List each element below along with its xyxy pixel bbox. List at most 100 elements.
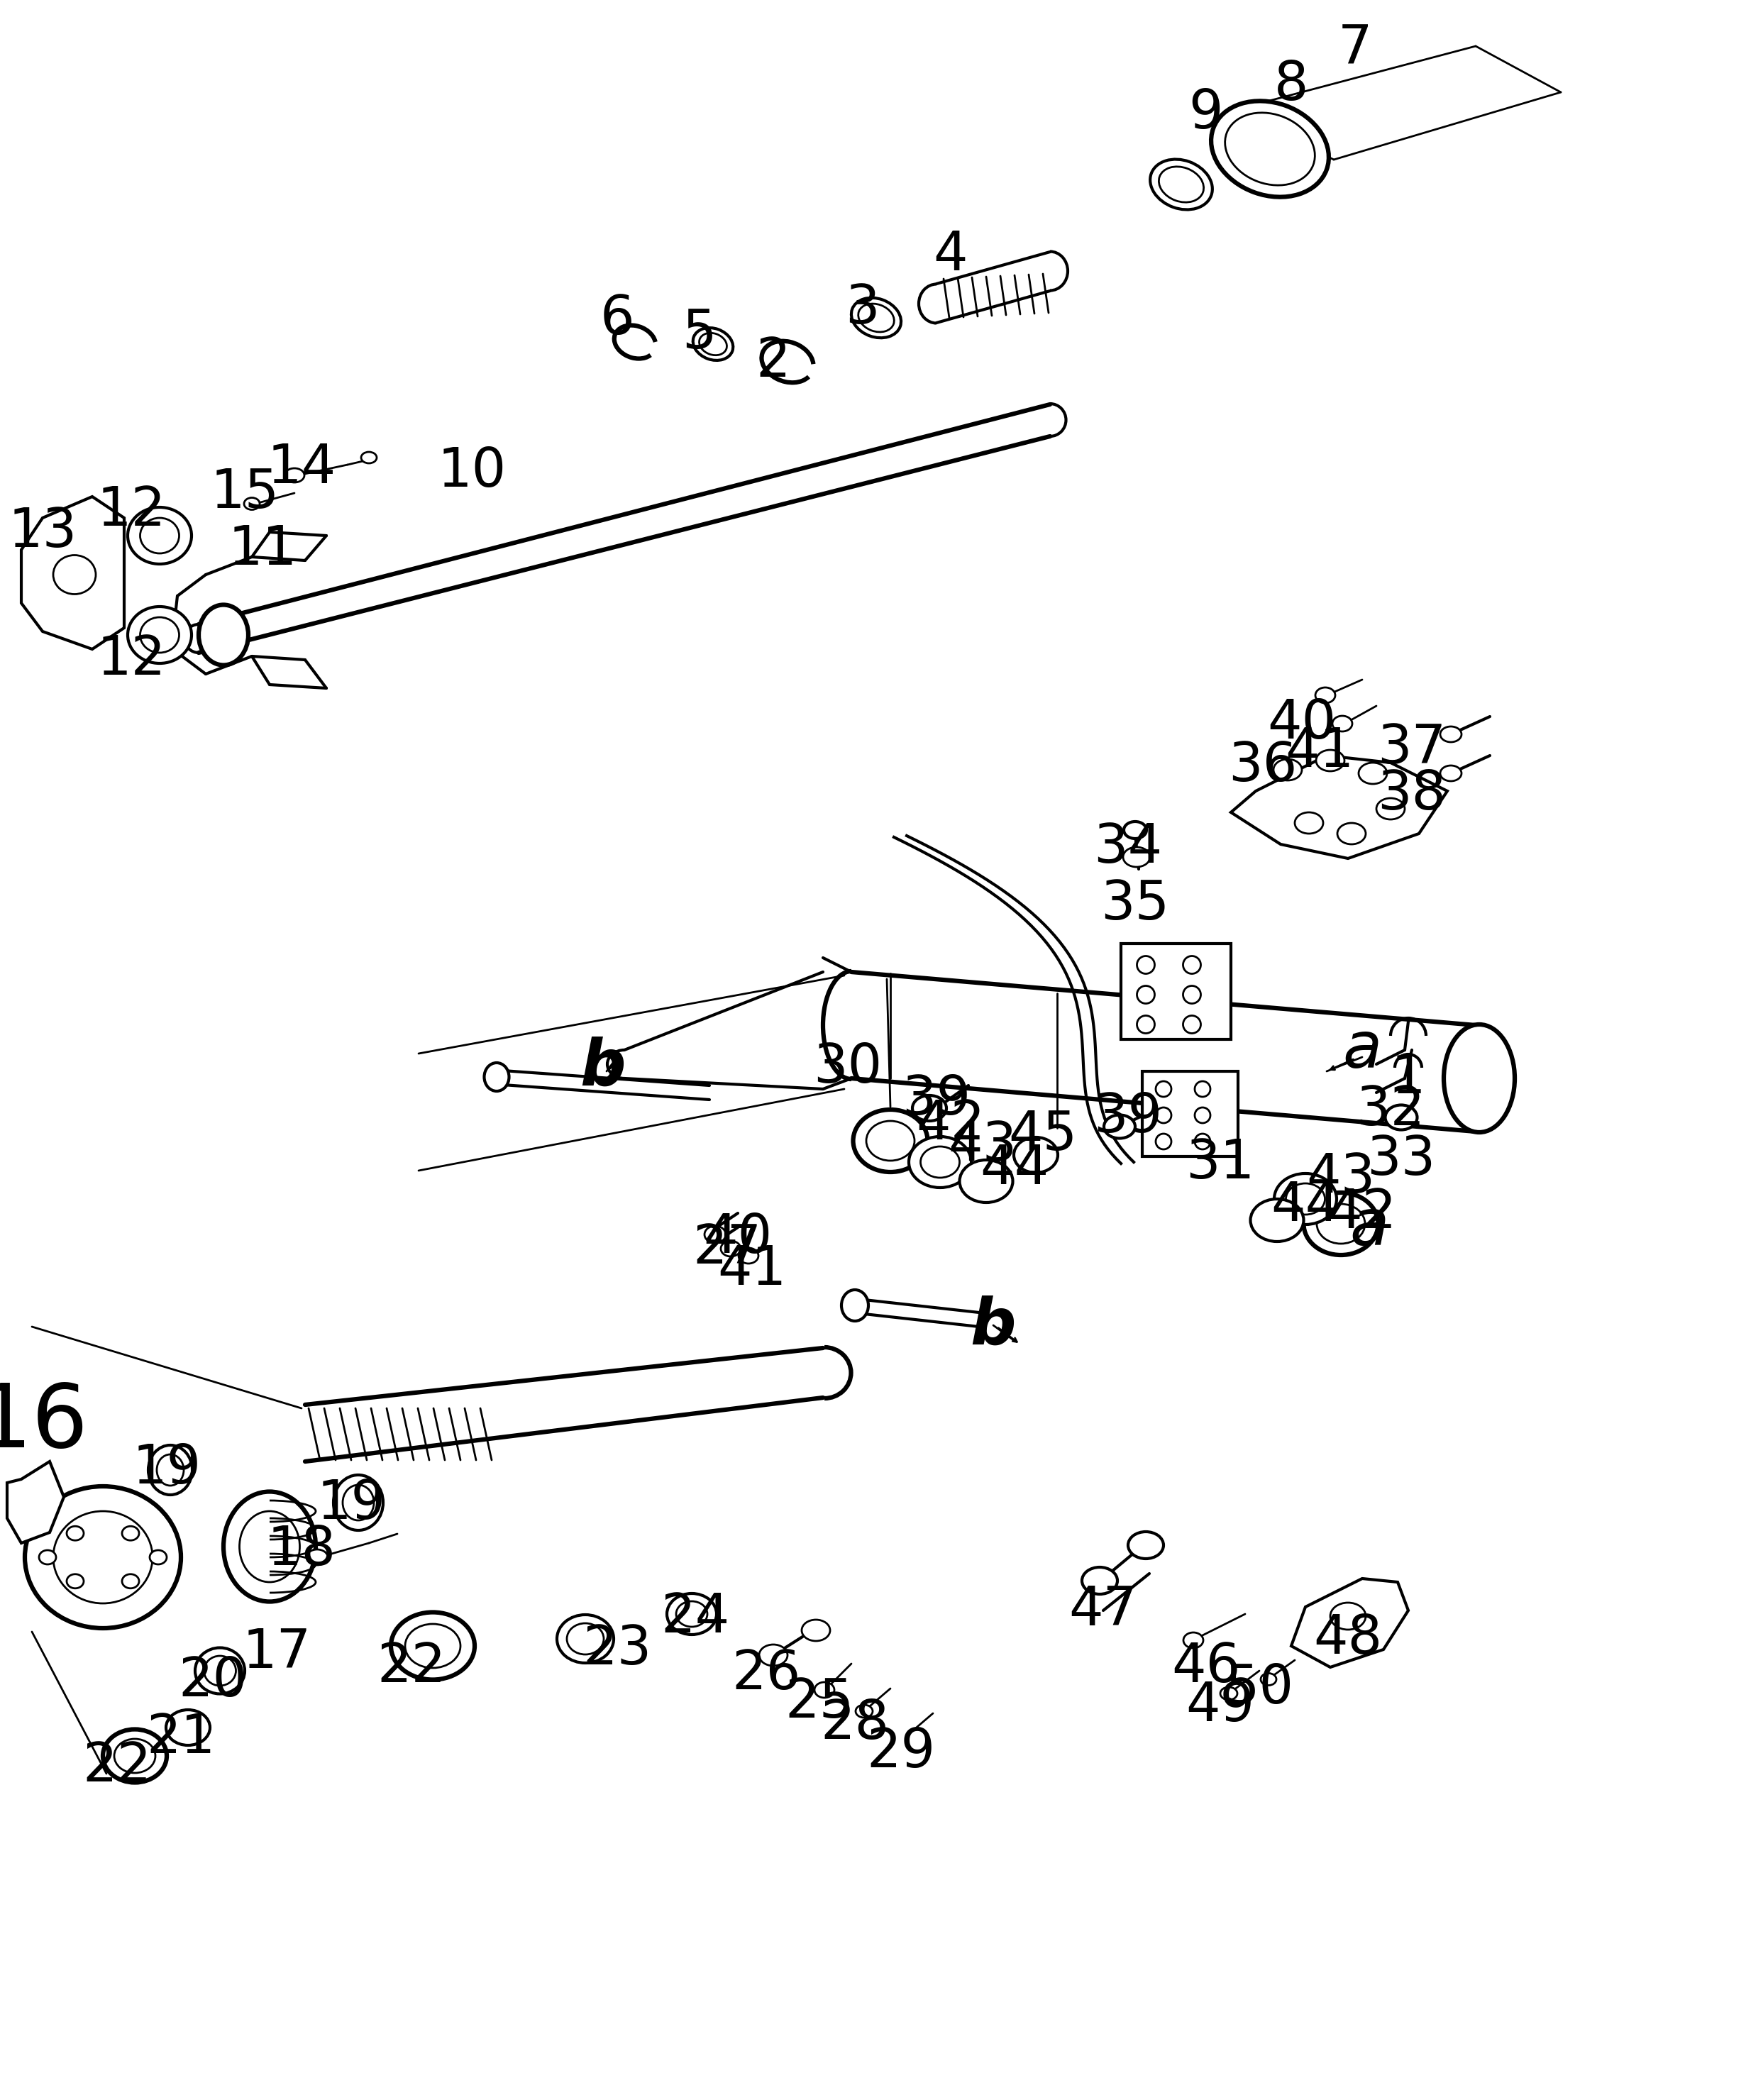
Ellipse shape bbox=[1184, 1632, 1203, 1648]
Ellipse shape bbox=[1212, 101, 1329, 197]
Text: 32: 32 bbox=[1357, 1084, 1425, 1136]
Ellipse shape bbox=[140, 617, 180, 653]
Ellipse shape bbox=[333, 1474, 382, 1531]
Ellipse shape bbox=[1440, 727, 1461, 741]
Ellipse shape bbox=[103, 1728, 166, 1783]
Bar bbox=[1142, 1071, 1238, 1157]
Ellipse shape bbox=[1358, 762, 1386, 783]
Ellipse shape bbox=[1296, 813, 1323, 834]
Ellipse shape bbox=[557, 1615, 613, 1663]
Text: 3: 3 bbox=[845, 281, 880, 334]
Ellipse shape bbox=[856, 1705, 873, 1718]
Ellipse shape bbox=[920, 1147, 960, 1178]
Text: 34: 34 bbox=[1093, 821, 1163, 874]
Ellipse shape bbox=[852, 298, 901, 338]
Ellipse shape bbox=[1137, 1016, 1154, 1033]
Text: 12: 12 bbox=[96, 485, 166, 538]
Polygon shape bbox=[21, 496, 124, 649]
Text: b: b bbox=[580, 1037, 627, 1098]
Ellipse shape bbox=[342, 1485, 374, 1520]
Ellipse shape bbox=[704, 1226, 726, 1243]
Ellipse shape bbox=[223, 1491, 316, 1602]
Ellipse shape bbox=[1220, 1686, 1238, 1699]
Text: 1: 1 bbox=[1392, 1052, 1425, 1105]
Ellipse shape bbox=[1250, 1199, 1304, 1241]
Ellipse shape bbox=[307, 1550, 328, 1564]
Text: b: b bbox=[971, 1296, 1016, 1359]
Ellipse shape bbox=[484, 1063, 510, 1092]
Ellipse shape bbox=[1014, 1138, 1058, 1172]
Text: 19: 19 bbox=[316, 1478, 386, 1531]
Text: 39: 39 bbox=[903, 1073, 971, 1126]
Ellipse shape bbox=[1275, 1174, 1337, 1224]
Text: 28: 28 bbox=[821, 1697, 889, 1749]
Ellipse shape bbox=[1444, 1025, 1516, 1132]
Text: 18: 18 bbox=[267, 1525, 335, 1577]
Ellipse shape bbox=[285, 468, 304, 483]
Ellipse shape bbox=[960, 1159, 1013, 1203]
Ellipse shape bbox=[1156, 1107, 1172, 1124]
Ellipse shape bbox=[1315, 687, 1336, 704]
Ellipse shape bbox=[1194, 1134, 1210, 1149]
Ellipse shape bbox=[1184, 955, 1201, 974]
Ellipse shape bbox=[122, 1575, 140, 1588]
Text: 43: 43 bbox=[948, 1119, 1018, 1172]
Ellipse shape bbox=[1285, 1184, 1325, 1214]
Ellipse shape bbox=[148, 1445, 192, 1495]
Text: 15: 15 bbox=[210, 466, 279, 519]
Text: 41: 41 bbox=[718, 1243, 786, 1296]
Ellipse shape bbox=[1330, 1602, 1365, 1630]
Ellipse shape bbox=[1273, 758, 1303, 781]
Ellipse shape bbox=[1194, 1107, 1210, 1124]
Text: 9: 9 bbox=[1189, 88, 1224, 141]
Ellipse shape bbox=[1123, 846, 1151, 867]
Ellipse shape bbox=[1137, 955, 1154, 974]
Ellipse shape bbox=[1385, 1105, 1418, 1130]
Ellipse shape bbox=[1103, 1115, 1135, 1138]
Polygon shape bbox=[1231, 756, 1447, 859]
Ellipse shape bbox=[166, 1709, 210, 1745]
Text: 44: 44 bbox=[1271, 1180, 1339, 1233]
Text: 26: 26 bbox=[732, 1648, 801, 1701]
Text: 19: 19 bbox=[133, 1443, 201, 1495]
Ellipse shape bbox=[1440, 766, 1461, 781]
Text: 12: 12 bbox=[96, 634, 166, 687]
Ellipse shape bbox=[204, 1657, 236, 1686]
Ellipse shape bbox=[739, 1247, 758, 1264]
Text: 22: 22 bbox=[377, 1640, 445, 1693]
Text: 22: 22 bbox=[82, 1741, 152, 1793]
Text: a: a bbox=[1350, 1197, 1388, 1258]
Text: 7: 7 bbox=[1337, 23, 1372, 76]
Text: 2: 2 bbox=[756, 336, 791, 388]
Ellipse shape bbox=[199, 605, 248, 666]
Text: 50: 50 bbox=[1226, 1663, 1294, 1716]
Text: 10: 10 bbox=[436, 445, 506, 498]
Ellipse shape bbox=[698, 334, 726, 355]
Ellipse shape bbox=[140, 519, 180, 554]
Ellipse shape bbox=[1156, 1134, 1172, 1149]
Ellipse shape bbox=[1316, 1203, 1365, 1243]
Text: 24: 24 bbox=[660, 1592, 730, 1644]
Ellipse shape bbox=[1184, 1016, 1201, 1033]
Text: 40: 40 bbox=[704, 1212, 772, 1264]
Ellipse shape bbox=[567, 1623, 604, 1655]
Ellipse shape bbox=[801, 1619, 829, 1640]
Ellipse shape bbox=[1261, 1674, 1276, 1686]
Ellipse shape bbox=[842, 1289, 868, 1321]
Text: 42: 42 bbox=[1327, 1186, 1397, 1239]
Ellipse shape bbox=[1137, 985, 1154, 1004]
Text: 41: 41 bbox=[1285, 727, 1355, 779]
Ellipse shape bbox=[1332, 716, 1351, 731]
Text: 39: 39 bbox=[1093, 1092, 1163, 1144]
Text: 37: 37 bbox=[1378, 722, 1446, 775]
Ellipse shape bbox=[760, 1644, 787, 1665]
Ellipse shape bbox=[391, 1613, 475, 1680]
Ellipse shape bbox=[150, 1550, 166, 1564]
Text: 35: 35 bbox=[1100, 878, 1170, 930]
Polygon shape bbox=[7, 1462, 65, 1543]
Text: 23: 23 bbox=[583, 1623, 651, 1676]
Ellipse shape bbox=[859, 304, 894, 332]
Text: 31: 31 bbox=[1186, 1138, 1255, 1191]
Ellipse shape bbox=[1337, 823, 1365, 844]
Ellipse shape bbox=[854, 1109, 927, 1172]
